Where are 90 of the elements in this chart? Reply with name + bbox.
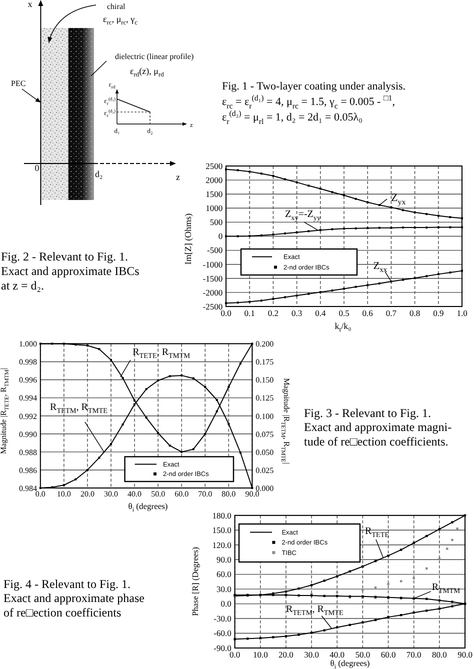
x-tick-label: 0.0 xyxy=(229,650,240,660)
x-tick-label: 1.0 xyxy=(456,308,468,318)
y2-tick-label: 0.150 xyxy=(256,376,274,385)
annotation: R$_{TETM}$, R$_{TMTE}$ xyxy=(50,402,108,416)
y-tick-label: 0.996 xyxy=(19,376,37,385)
annotation: R$_{TMTM}$ xyxy=(432,582,461,595)
x-tick-label: 10.0 xyxy=(56,490,71,498)
caption: Fig. 3 - Relevant to Fig. 1. Exact and approximate magni- tude of re□ection coefficients. xyxy=(304,406,452,448)
text: z xyxy=(176,172,180,182)
y-tick-label: 180.0 xyxy=(212,510,232,520)
text: Fig. 1 - Two-layer coating under analysis. ε$_{rc}$ = ε$_{r}$$^{(d₁)}$ = 4, μ$_{rc}$ = 1.5, γ$_{c}$ = 0.005 - $^{□1}$, ε$_{r}$$^{(d₂)}$ = μ$_{rl}$ = 1, d₂ = 2d₁ = 0.05λ₀ xyxy=(222,80,406,126)
x-tick-label: 20.0 xyxy=(80,490,94,498)
y-tick-label: -1000 xyxy=(202,259,223,270)
y-tick-label: -500 xyxy=(207,245,223,256)
x-tick-label: 0.6 xyxy=(362,308,373,318)
x-axis-title: k$_{t}$/k₀ xyxy=(334,321,352,334)
y-tick-label: -2000 xyxy=(202,287,223,298)
text: d₂ xyxy=(95,169,103,179)
x-tick-label: 0.0 xyxy=(35,490,46,498)
x-tick-label: 0.8 xyxy=(409,308,420,318)
y2-tick-label: 0.075 xyxy=(256,430,274,439)
y-axis-title: Im[Z] (Ohms) xyxy=(183,213,193,265)
y-tick-label: 2500 xyxy=(206,160,223,171)
y-tick-label: 90.0 xyxy=(216,554,232,564)
y-tick-label: 500 xyxy=(210,217,223,228)
x-tick-label: 60.0 xyxy=(174,490,189,498)
y2-tick-label: 0.200 xyxy=(256,340,274,349)
text: dielectric (linear profile) xyxy=(115,52,194,61)
y-tick-label: 0.994 xyxy=(19,394,37,403)
x-tick-label: 0.1 xyxy=(244,308,255,318)
y-tick-label: 0.998 xyxy=(19,358,37,367)
x-tick-label: 50.0 xyxy=(355,650,370,660)
annotation: Z$_{yx}$ xyxy=(391,192,406,206)
y2-tick-label: 0.025 xyxy=(256,466,274,475)
text: ε$_{rc}$, μ$_{rc}$, γ$_{c}$ xyxy=(103,14,138,27)
y-tick-label: 1.000 xyxy=(19,340,37,349)
y-tick-label: 0.988 xyxy=(19,448,37,457)
y-tick-label: 150.0 xyxy=(212,525,232,536)
annotation: R$_{TETM}$, R$_{TMTE}$ xyxy=(286,604,344,618)
y-tick-label: 0.992 xyxy=(19,412,37,421)
x-tick-label: 20.0 xyxy=(278,650,294,660)
x-tick-label: 70.0 xyxy=(198,490,212,498)
caption: Fig. 2 - Relevant to Fig. 1. Exact and approximate IBCs at z = d₂. xyxy=(1,250,140,292)
x-tick-label: 80.0 xyxy=(222,490,236,498)
x-tick-label: 60.0 xyxy=(380,650,396,660)
text: x xyxy=(28,0,33,9)
y-tick-label: -2500 xyxy=(202,301,223,312)
x-tick-label: 40.0 xyxy=(128,490,142,498)
y-tick-label: 0.984 xyxy=(19,484,37,493)
x-tick-label: 0.3 xyxy=(291,308,302,318)
text: PEC xyxy=(11,79,26,88)
y-tick-label: 0.0 xyxy=(220,598,232,609)
x-tick-label: 80.0 xyxy=(432,650,447,660)
y-tick-label: -60.0 xyxy=(214,628,232,638)
x-tick-label: 0.2 xyxy=(268,308,279,318)
y2-tick-label: 0.050 xyxy=(256,448,274,457)
y-axis-title: Phase [R] (Degrees) xyxy=(190,546,200,616)
x-tick-label: 0.9 xyxy=(433,308,444,318)
y-tick-label: -90.0 xyxy=(214,642,232,653)
x-axis-title: θ$_{i}$ (degrees) xyxy=(330,658,370,669)
y-tick-label: 2000 xyxy=(206,174,223,185)
y2-tick-label: 0.100 xyxy=(256,412,274,421)
x-tick-label: 0.5 xyxy=(338,308,350,318)
x-tick-label: 90.0 xyxy=(458,650,472,660)
y-tick-label: -1500 xyxy=(202,273,223,284)
y-tick-label: 0 xyxy=(218,231,223,242)
annotation: R$_{TETE}$, R$_{TMTM}$ xyxy=(132,346,191,360)
x-tick-label: 40.0 xyxy=(330,650,345,660)
y-tick-label: -30.0 xyxy=(214,613,232,624)
y-tick-label: 120.0 xyxy=(212,540,232,550)
text: ε$_{rd}$(z), μ$_{rd}$ xyxy=(130,66,165,79)
y2-tick-label: 0.125 xyxy=(256,394,274,403)
y-tick-label: 1500 xyxy=(206,189,223,199)
x-tick-label: 30.0 xyxy=(304,650,319,660)
annotation: Z$_{xy}$=-Z$_{yy}$ xyxy=(285,209,322,222)
x-tick-label: 70.0 xyxy=(406,650,422,660)
y-tick-label: 0.990 xyxy=(19,430,37,439)
x-tick-label: 30.0 xyxy=(104,490,118,498)
x-axis-title: θ$_{i}$ (degrees) xyxy=(128,501,168,514)
y-tick-label: 1000 xyxy=(206,203,223,214)
y-tick-label: 60.0 xyxy=(216,569,232,580)
x-tick-label: 50.0 xyxy=(151,490,166,498)
y-tick-label: 30.0 xyxy=(216,584,232,594)
y-tick-label: 0.986 xyxy=(19,466,37,475)
x-tick-label: 10.0 xyxy=(252,650,268,660)
x-tick-label: 0.7 xyxy=(386,308,397,318)
x-tick-label: 0.4 xyxy=(315,308,326,318)
y2-tick-label: 0.175 xyxy=(256,358,274,367)
text: chiral xyxy=(107,2,126,11)
caption: Fig. 4 - Relevant to Fig. 1. Exact and approximate phase of re□ection coefficients xyxy=(4,577,144,620)
